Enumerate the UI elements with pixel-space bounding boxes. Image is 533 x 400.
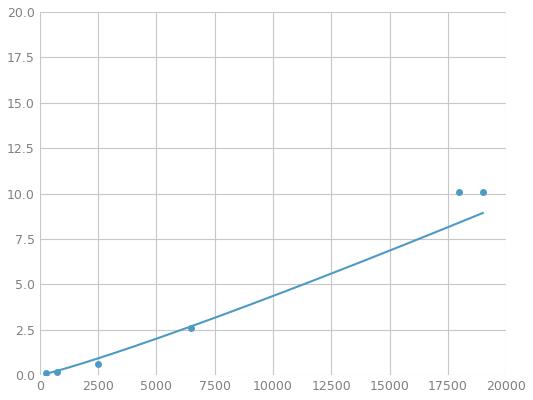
Point xyxy=(479,188,487,195)
Point xyxy=(41,370,50,376)
Point xyxy=(53,368,61,375)
Point xyxy=(94,361,102,368)
Point xyxy=(187,325,196,331)
Point xyxy=(455,188,464,195)
